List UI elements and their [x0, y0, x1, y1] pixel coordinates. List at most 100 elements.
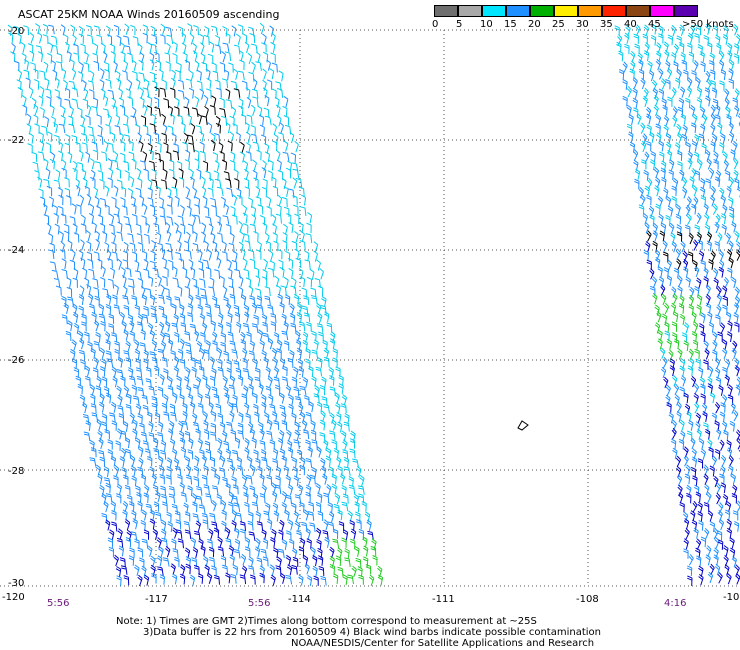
- wind-barb: [255, 511, 261, 522]
- wind-barb: [317, 312, 323, 324]
- wind-barb: [136, 491, 142, 503]
- wind-barb: [299, 501, 305, 513]
- legend-label: 20: [528, 19, 541, 30]
- wind-barb: [622, 95, 628, 107]
- wind-barb: [108, 323, 115, 334]
- wind-barb: [174, 465, 182, 476]
- wind-barb: [221, 115, 228, 126]
- wind-barb: [61, 68, 67, 80]
- wind-barb: [111, 241, 117, 253]
- wind-barb: [222, 375, 228, 388]
- wind-barb: [325, 455, 331, 467]
- wind-barb: [319, 384, 326, 396]
- wind-barb: [670, 25, 677, 37]
- wind-barb: [174, 296, 181, 306]
- wind-barb: [294, 248, 300, 260]
- wind-barb: [636, 113, 642, 125]
- wind-barb: [187, 449, 194, 460]
- wind-barb: [143, 305, 149, 316]
- wind-barb: [343, 466, 351, 476]
- wind-barb: [240, 294, 247, 306]
- wind-barb: [72, 311, 79, 323]
- wind-barb: [105, 124, 111, 135]
- wind-barb: [242, 358, 248, 369]
- wind-barb: [707, 438, 713, 451]
- wind-barb: [168, 168, 175, 179]
- wind-barb: [195, 125, 203, 135]
- wind-barb: [267, 338, 274, 350]
- wind-barb: [196, 80, 203, 91]
- wind-barb: [695, 538, 702, 550]
- wind-barb: [38, 131, 44, 143]
- wind-barb: [130, 115, 137, 126]
- wind-barb: [731, 347, 737, 360]
- wind-barb: [189, 176, 195, 188]
- wind-barb: [185, 186, 191, 198]
- wind-barb: [225, 448, 231, 460]
- wind-barb: [169, 159, 175, 171]
- wind-barb: [279, 572, 286, 584]
- wind-barb: [665, 195, 672, 208]
- wind-barb: [231, 259, 238, 271]
- wind-barb: [189, 401, 196, 413]
- wind-barb: [211, 367, 217, 379]
- wind-barb: [172, 277, 179, 288]
- wind-barb: [118, 545, 125, 557]
- wind-barb: [253, 314, 259, 325]
- wind-barb: [729, 59, 735, 71]
- wind-barb: [70, 24, 76, 36]
- wind-barb: [47, 232, 54, 244]
- wind-barb: [230, 429, 236, 440]
- wind-barb: [147, 456, 153, 467]
- wind-barb: [666, 274, 673, 287]
- wind-barb: [251, 501, 259, 512]
- wind-barb: [217, 366, 224, 377]
- wind-barb: [109, 267, 115, 279]
- wind-barb: [239, 59, 245, 71]
- wind-barb: [251, 437, 257, 449]
- wind-barb: [128, 285, 135, 296]
- wind-barb: [91, 106, 98, 116]
- wind-barb: [73, 43, 79, 54]
- wind-barb: [626, 104, 632, 116]
- wind-barb: [184, 59, 190, 71]
- wind-barb: [238, 49, 244, 62]
- wind-barb: [185, 249, 192, 260]
- wind-barb: [135, 358, 141, 369]
- wind-barb: [712, 98, 719, 109]
- wind-barb: [710, 250, 716, 263]
- wind-barb: [177, 89, 185, 100]
- wind-barb: [214, 269, 221, 280]
- wind-barb: [299, 240, 306, 251]
- wind-barb: [113, 475, 119, 486]
- wind-barb: [97, 430, 103, 442]
- wind-barb: [29, 32, 35, 44]
- wind-barb: [306, 574, 313, 586]
- wind-barb: [676, 231, 683, 242]
- wind-barb: [161, 257, 167, 269]
- wind-barb: [65, 133, 71, 145]
- wind-barb: [23, 25, 30, 36]
- wind-barb: [149, 509, 155, 521]
- wind-barb: [207, 122, 213, 134]
- wind-barb: [85, 151, 91, 163]
- note-line-3: NOAA/NESDIS/Center for Satellite Applica…: [291, 638, 595, 649]
- wind-barb: [357, 566, 363, 577]
- wind-barb: [164, 52, 171, 63]
- wind-barb: [266, 518, 273, 530]
- wind-barb: [50, 151, 56, 164]
- wind-barb: [159, 206, 165, 217]
- wind-barb: [120, 565, 128, 575]
- wind-barb: [342, 493, 349, 504]
- wind-barb: [49, 158, 55, 170]
- wind-barb: [661, 293, 667, 306]
- wind-barb: [114, 348, 120, 360]
- wind-barb: [305, 439, 311, 450]
- wind-barb: [714, 401, 721, 414]
- wind-barb: [166, 474, 172, 485]
- wind-barb: [48, 42, 54, 54]
- wind-barb: [730, 149, 736, 161]
- wind-barb: [293, 439, 300, 450]
- wind-barb: [95, 230, 100, 242]
- wind-barb: [724, 509, 731, 521]
